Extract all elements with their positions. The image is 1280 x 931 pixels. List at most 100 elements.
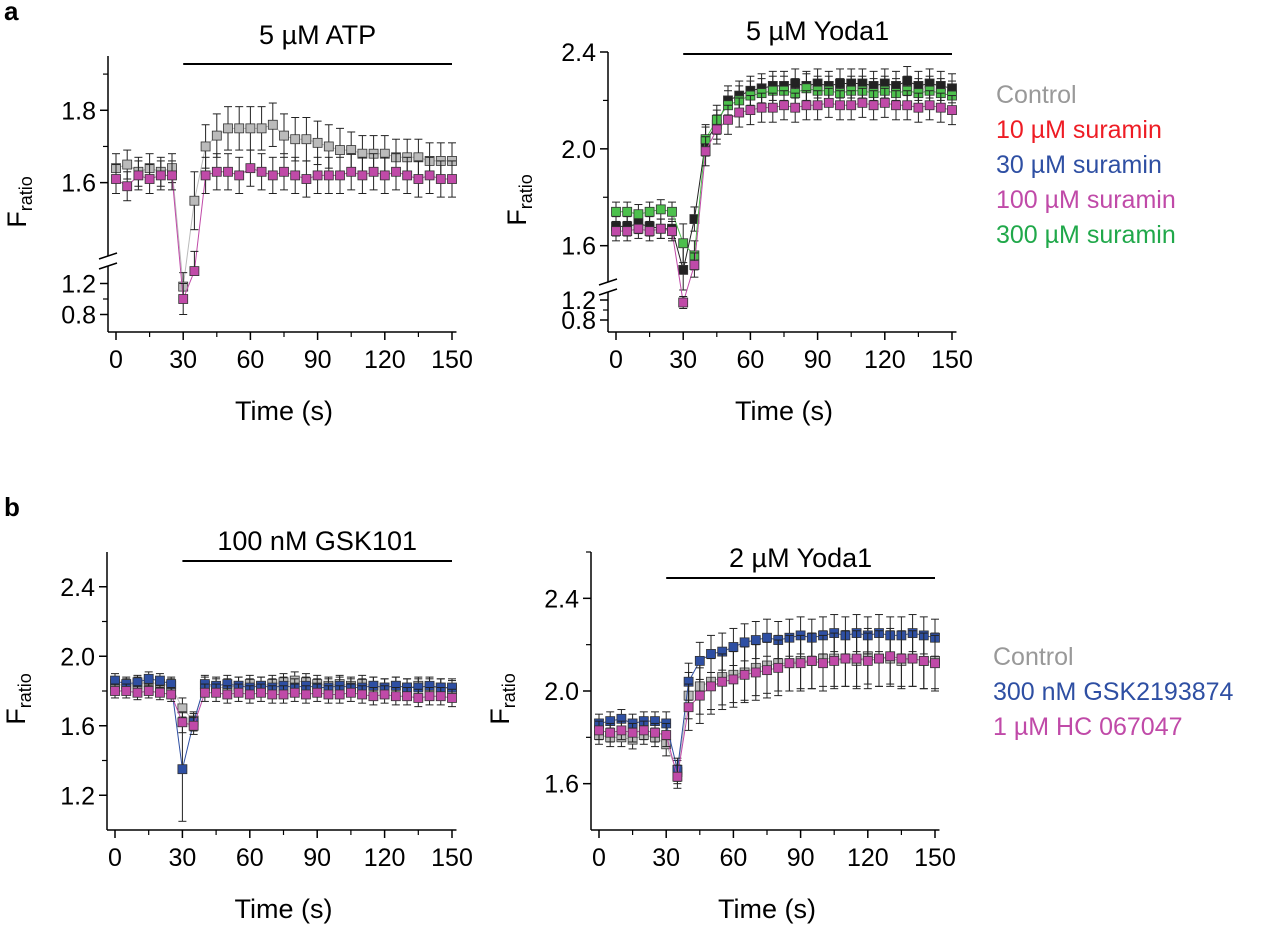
series-line	[616, 102, 953, 303]
data-point	[868, 100, 879, 111]
axis-break-mark	[598, 278, 618, 286]
data-point	[622, 226, 633, 237]
data-point	[256, 166, 267, 177]
data-point	[846, 100, 857, 111]
data-point	[233, 687, 244, 698]
x-tick-label: 60	[719, 844, 747, 872]
data-point	[234, 170, 245, 181]
x-tick-label: 60	[236, 346, 264, 374]
data-point	[806, 655, 817, 666]
y-tick-label: 1.6	[561, 233, 596, 261]
data-point	[122, 159, 133, 170]
data-point	[885, 651, 896, 662]
y-tick-label: 1.2	[60, 782, 95, 810]
data-point	[739, 637, 750, 648]
data-point	[166, 689, 177, 700]
data-point	[278, 689, 289, 700]
x-tick-label: 150	[914, 844, 956, 872]
data-point	[301, 689, 311, 700]
data-point	[368, 691, 379, 702]
data-point	[930, 658, 940, 669]
data-point	[447, 693, 457, 703]
data-point	[728, 674, 739, 685]
data-point	[301, 134, 312, 145]
y-tick-label: 2.0	[60, 643, 95, 671]
data-point	[290, 134, 301, 145]
data-point	[874, 653, 884, 664]
data-point	[188, 720, 199, 731]
data-point	[447, 174, 457, 184]
data-point	[750, 635, 761, 645]
y-tick-label: 1.6	[544, 771, 579, 799]
data-point	[189, 195, 200, 206]
y-tick-label: 2.4	[544, 585, 579, 613]
data-point	[223, 166, 233, 177]
data-point	[178, 294, 189, 304]
y-tick-label: 2.0	[544, 678, 579, 706]
data-point	[902, 100, 913, 111]
data-point	[734, 107, 745, 118]
data-point	[167, 170, 177, 181]
data-point	[762, 632, 772, 643]
data-point	[334, 689, 345, 700]
y-axis-label: Fratio	[502, 174, 536, 226]
data-point	[851, 653, 862, 664]
data-point	[177, 717, 188, 728]
data-point	[683, 702, 694, 713]
data-point	[745, 105, 756, 116]
data-point	[594, 725, 604, 736]
data-point	[818, 658, 828, 669]
data-point	[390, 691, 401, 702]
data-point	[661, 730, 672, 740]
data-point	[611, 206, 621, 217]
x-tick-label: 30	[168, 844, 196, 872]
y-tick-label: 1.6	[60, 713, 95, 741]
data-point	[857, 97, 868, 108]
x-tick-label: 60	[236, 844, 264, 872]
data-point	[200, 170, 211, 181]
data-point	[611, 226, 621, 237]
data-point	[924, 100, 935, 111]
x-axis-label: Time (s)	[235, 894, 333, 924]
data-point	[244, 689, 255, 700]
axis-break-mark	[98, 252, 118, 260]
data-point	[211, 130, 222, 141]
panel-label-b: b	[4, 492, 20, 522]
data-point	[795, 658, 806, 669]
data-point	[312, 137, 323, 148]
x-tick-label: 120	[364, 844, 406, 872]
data-point	[622, 206, 633, 217]
data-point	[211, 166, 222, 177]
legend-entry: 100 µM suramin	[996, 186, 1176, 214]
x-tick-label: 0	[108, 844, 122, 872]
data-point	[790, 102, 801, 113]
data-point	[907, 653, 918, 664]
data-point	[256, 687, 266, 698]
data-point	[290, 170, 301, 181]
data-point	[267, 170, 278, 181]
data-point	[840, 653, 851, 664]
data-point	[279, 130, 289, 141]
data-point	[879, 97, 890, 108]
data-point	[750, 667, 761, 678]
data-point	[823, 97, 834, 108]
y-tick-label: 2.4	[60, 574, 95, 602]
y-tick-label: 2.4	[561, 39, 596, 67]
data-point	[779, 100, 789, 111]
data-point	[784, 658, 795, 669]
legend-entry: Control	[993, 643, 1074, 671]
data-point	[345, 687, 356, 698]
data-point	[773, 662, 784, 673]
x-tick-label: 120	[847, 844, 889, 872]
data-point	[891, 100, 901, 111]
data-point	[767, 102, 778, 113]
data-point	[312, 687, 323, 698]
chart-title: 100 nM GSK101	[217, 526, 417, 556]
y-tick-label: 1.6	[61, 170, 96, 198]
data-point	[435, 174, 446, 184]
data-point	[728, 642, 739, 652]
x-axis-label: Time (s)	[718, 894, 816, 924]
x-tick-label: 30	[669, 346, 697, 374]
data-point	[144, 174, 155, 184]
